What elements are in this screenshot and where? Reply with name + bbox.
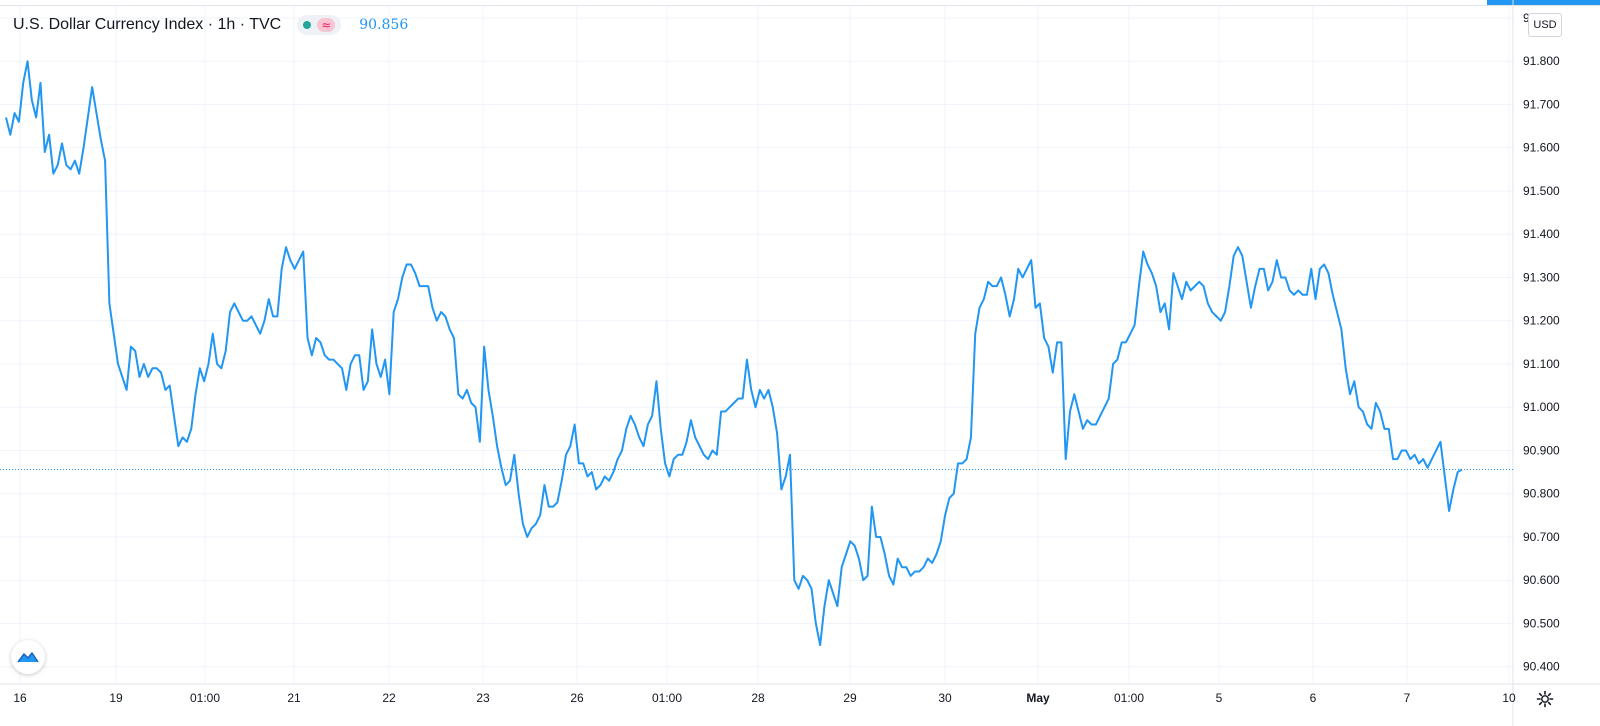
x-tick-label: 29 — [843, 691, 857, 705]
y-tick-label: 91.100 — [1523, 357, 1560, 371]
y-axis-labels: 90.400 90.500 90.600 90.700 90.800 90.900 91.0… — [1523, 11, 1560, 674]
currency-button[interactable]: USD — [1528, 13, 1562, 37]
price-series-line[interactable] — [5, 60, 1463, 647]
x-tick-label: 5 — [1216, 691, 1223, 705]
x-tick-label: 23 — [476, 691, 490, 705]
gear-icon[interactable] — [1532, 686, 1558, 712]
symbol-title[interactable]: U.S. Dollar Currency Index · 1h · TVC — [13, 16, 282, 33]
y-tick-label: 91.000 — [1523, 400, 1560, 414]
series-layer — [0, 60, 1513, 647]
status-pill[interactable]: ≈ — [297, 15, 342, 35]
x-tick-label: 19 — [109, 691, 123, 705]
x-tick-label: 01:00 — [1114, 691, 1144, 705]
grid-layer — [0, 5, 1513, 684]
x-tick-label: 26 — [570, 691, 584, 705]
y-tick-label: 90.600 — [1523, 573, 1560, 587]
y-tick-label: 91.300 — [1523, 270, 1560, 284]
live-dot-icon — [303, 21, 312, 29]
y-tick-label: 91.400 — [1523, 227, 1560, 241]
x-tick-label: May — [1026, 691, 1050, 705]
x-tick-label: 01:00 — [190, 691, 220, 705]
x-tick-label: 30 — [938, 691, 952, 705]
x-axis-labels: 16 19 01:00 21 22 23 26 01:00 28 29 30 May 01:00 5 6 7 1… — [13, 691, 1516, 705]
y-tick-label: 91.500 — [1523, 184, 1560, 198]
y-tick-label: 91.600 — [1523, 141, 1560, 155]
legend-last-value: 90.856 — [359, 17, 409, 33]
tradingview-logo-icon[interactable] — [11, 640, 45, 674]
y-tick-label: 90.700 — [1523, 530, 1560, 544]
x-tick-label: 16 — [13, 691, 27, 705]
chart-legend: U.S. Dollar Currency Index · 1h · TVC ≈ … — [13, 13, 408, 37]
x-tick-label: 10 — [1502, 691, 1516, 705]
top-accent-bar — [1487, 0, 1600, 5]
y-tick-label: 90.900 — [1523, 443, 1560, 457]
x-tick-label: 7 — [1404, 691, 1411, 705]
y-tick-label: 90.800 — [1523, 487, 1560, 501]
y-tick-label: 90.400 — [1523, 660, 1560, 674]
approx-delayed-icon: ≈ — [317, 18, 336, 32]
x-tick-label: 6 — [1310, 691, 1317, 705]
x-tick-label: 28 — [751, 691, 765, 705]
x-tick-label: 21 — [287, 691, 301, 705]
y-tick-label: 91.800 — [1523, 54, 1560, 68]
x-tick-label: 01:00 — [652, 691, 682, 705]
x-tick-label: 22 — [382, 691, 396, 705]
y-tick-label: 90.500 — [1523, 616, 1560, 630]
y-tick-label: 91.200 — [1523, 314, 1560, 328]
y-tick-label: 91.700 — [1523, 97, 1560, 111]
